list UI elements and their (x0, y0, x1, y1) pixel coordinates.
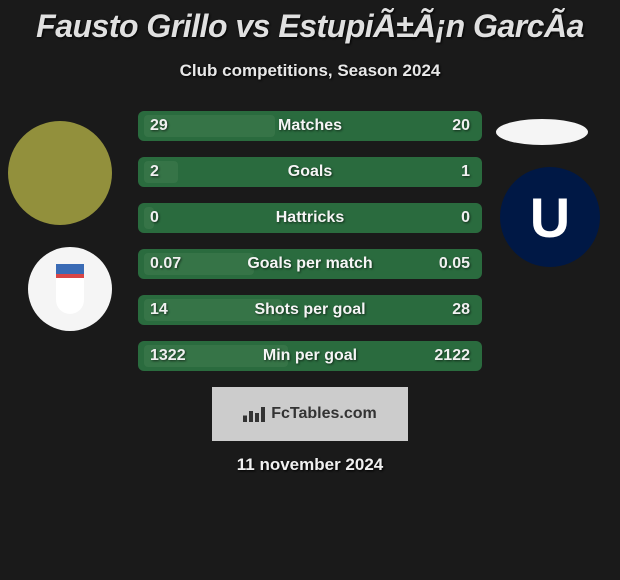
club-left-badge (28, 247, 112, 331)
stat-right-value: 28 (430, 301, 470, 319)
stat-label: Matches (190, 117, 430, 135)
stat-left-value: 0 (150, 209, 190, 227)
stat-row: 0 Hattricks 0 (138, 203, 482, 233)
watermark-text: FcTables.com (271, 405, 377, 423)
stat-row: 1322 Min per goal 2122 (138, 341, 482, 371)
club-right-letter: U (530, 185, 570, 250)
stat-right-value: 20 (430, 117, 470, 135)
comparison-panel: U 29 Matches 20 2 Goals 1 0 Hattricks 0 … (0, 111, 620, 475)
watermark-badge: FcTables.com (212, 387, 408, 441)
stat-label: Min per goal (190, 347, 430, 365)
stat-right-value: 2122 (430, 347, 470, 365)
stat-bars: 29 Matches 20 2 Goals 1 0 Hattricks 0 0.… (138, 111, 482, 371)
player-right-avatar (496, 119, 588, 145)
page-title: Fausto Grillo vs EstupiÃ±Ã¡n GarcÃa (0, 0, 620, 45)
stat-right-value: 0.05 (430, 255, 470, 273)
stat-left-value: 29 (150, 117, 190, 135)
stat-right-value: 1 (430, 163, 470, 181)
stat-left-value: 14 (150, 301, 190, 319)
player-left-avatar (8, 121, 112, 225)
stat-left-value: 0.07 (150, 255, 190, 273)
stat-label: Goals (190, 163, 430, 181)
date-label: 11 november 2024 (0, 455, 620, 475)
stat-left-value: 1322 (150, 347, 190, 365)
stat-row: 29 Matches 20 (138, 111, 482, 141)
club-right-badge: U (500, 167, 600, 267)
stat-left-value: 2 (150, 163, 190, 181)
stat-label: Hattricks (190, 209, 430, 227)
stat-label: Goals per match (190, 255, 430, 273)
stat-row: 0.07 Goals per match 0.05 (138, 249, 482, 279)
stat-row: 2 Goals 1 (138, 157, 482, 187)
stat-label: Shots per goal (190, 301, 430, 319)
club-left-shield-icon (56, 264, 84, 314)
stat-row: 14 Shots per goal 28 (138, 295, 482, 325)
bar-chart-icon (243, 406, 265, 422)
subtitle: Club competitions, Season 2024 (0, 61, 620, 81)
stat-right-value: 0 (430, 209, 470, 227)
